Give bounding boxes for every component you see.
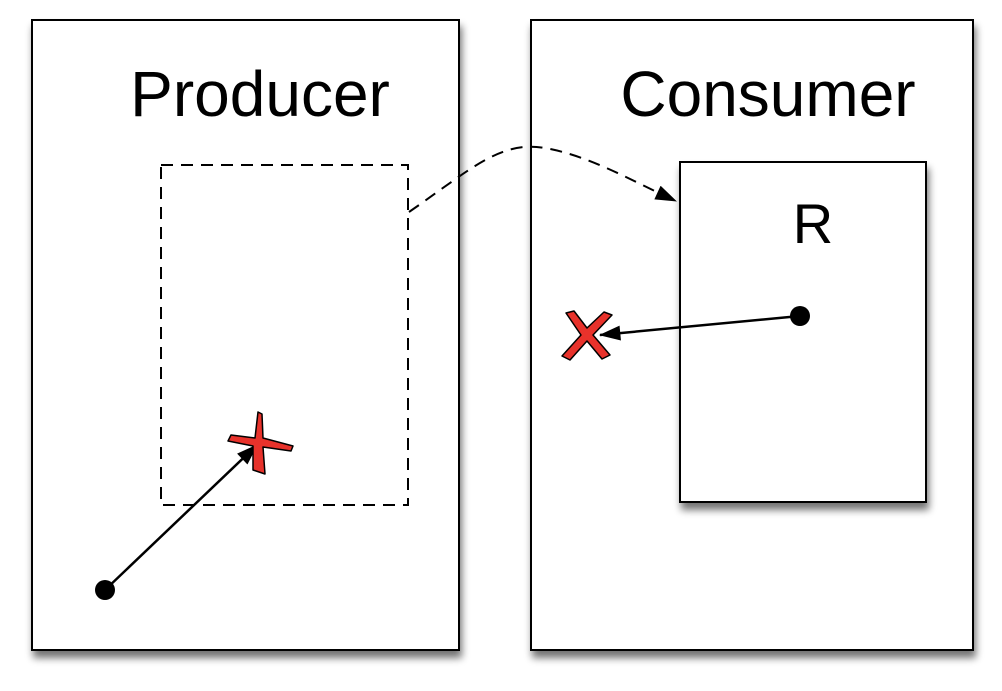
producer-pointer (95, 444, 258, 600)
dashed-curved-arrow (408, 145, 677, 213)
producer-title: Producer (130, 58, 390, 130)
consumer-pointer-line (598, 314, 801, 341)
producer-cross-icon (227, 411, 294, 475)
producer-pointer-dot (95, 580, 115, 600)
producer-box: Producer (31, 19, 460, 651)
producer-pointer-line (104, 444, 258, 591)
consumer-pointer (598, 306, 810, 341)
dashed-region (160, 164, 409, 506)
region-r-label: R (793, 192, 833, 255)
consumer-title: Consumer (620, 58, 915, 130)
consumer-x-icon (561, 310, 613, 361)
region-r-box: R (679, 161, 927, 503)
consumer-pointer-dot (790, 306, 810, 326)
